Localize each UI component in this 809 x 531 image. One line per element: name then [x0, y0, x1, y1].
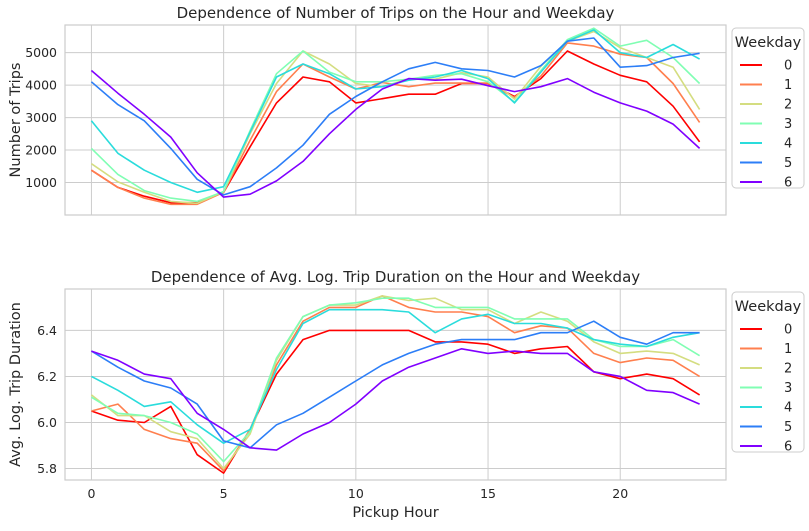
- series-line-1: [91, 295, 701, 472]
- legend-label-6: 6: [784, 176, 792, 191]
- x-tick-label: 5: [220, 486, 228, 501]
- legend-label-2: 2: [784, 362, 792, 377]
- y-tick-label: 3000: [25, 110, 57, 125]
- plot-frame: [64, 24, 727, 216]
- series-line-0: [90, 50, 701, 204]
- legend-label-1: 1: [784, 342, 792, 357]
- y-tick-label: 6.2: [37, 369, 57, 384]
- y-tick-label: 5000: [25, 45, 57, 60]
- series-line-6: [90, 69, 701, 198]
- y-axis-label: Avg. Log. Trip Duration: [8, 302, 24, 467]
- series-line-1: [90, 42, 701, 206]
- y-tick-label: 2000: [25, 143, 57, 158]
- legend-label-6: 6: [784, 440, 792, 455]
- legend-label-3: 3: [784, 117, 792, 132]
- legend: Weekday 0 1 2 3 4 5 6: [731, 27, 805, 191]
- legend-label-0: 0: [784, 323, 792, 338]
- chart-title: Dependence of Avg. Log. Trip Duration on…: [151, 268, 640, 286]
- legend-label-5: 5: [784, 420, 792, 435]
- legend-box: [731, 27, 805, 189]
- plot-frame: [64, 288, 727, 481]
- legend-label-4: 4: [784, 137, 792, 152]
- legend-title: Weekday: [735, 35, 802, 51]
- y-tick-label: 1000: [25, 175, 57, 190]
- legend-label-3: 3: [784, 381, 792, 396]
- y-tick-label: 4000: [25, 78, 57, 93]
- series-line-5: [90, 37, 700, 196]
- legend: Weekday 0 1 2 3 4 5 6: [731, 291, 805, 455]
- series-line-2: [90, 295, 700, 470]
- series-line-5: [90, 320, 700, 449]
- x-tick-label: 0: [87, 486, 95, 501]
- y-tick-label: 5.8: [37, 461, 57, 476]
- y-axis-label: Number of Trips: [8, 63, 24, 178]
- chart-panel-1: 1000 2000 3000 4000 5000 Dependence of Number…: [8, 4, 805, 216]
- series-line-3: [90, 27, 701, 203]
- series-line-4: [91, 308, 700, 445]
- legend-label-2: 2: [784, 98, 792, 113]
- series-line-3: [90, 297, 701, 463]
- y-tick-label: 6.0: [37, 415, 57, 430]
- series-line-6: [91, 347, 700, 451]
- chart-title: Dependence of Number of Trips on the Hou…: [177, 4, 615, 22]
- legend-label-0: 0: [784, 59, 792, 74]
- x-tick-label: 10: [348, 486, 364, 501]
- series-line-0: [91, 329, 701, 474]
- legend-box: [731, 291, 805, 453]
- x-tick-label: 15: [480, 486, 496, 501]
- legend-label-4: 4: [784, 401, 792, 416]
- legend-label-5: 5: [784, 156, 792, 171]
- legend-label-1: 1: [784, 78, 792, 93]
- x-tick-label: 20: [612, 486, 628, 501]
- y-tick-label: 6.4: [37, 323, 57, 338]
- x-axis-label: Pickup Hour: [352, 505, 438, 521]
- legend-title: Weekday: [735, 299, 802, 315]
